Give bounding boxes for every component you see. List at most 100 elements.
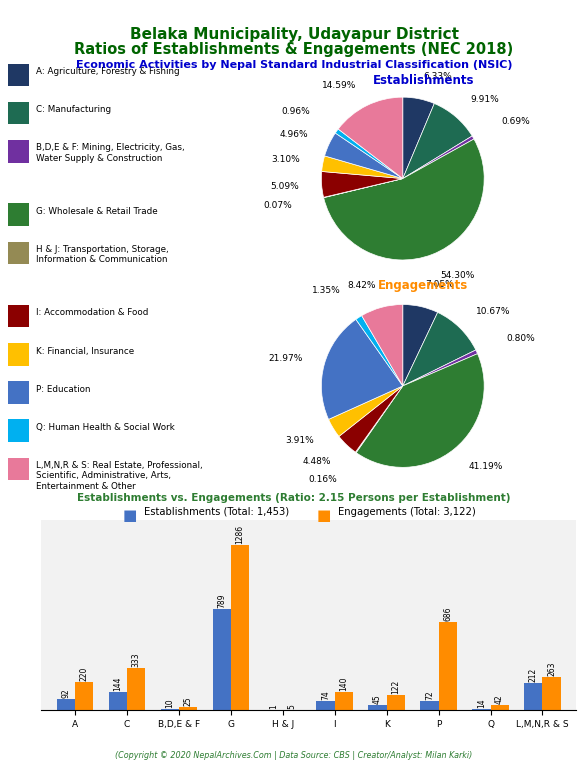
FancyBboxPatch shape — [8, 458, 29, 480]
Bar — [161, 709, 179, 710]
Wedge shape — [403, 97, 435, 178]
Text: Ratios of Establishments & Engagements (NEC 2018): Ratios of Establishments & Engagements (… — [74, 42, 514, 58]
Text: 1.35%: 1.35% — [312, 286, 341, 295]
Bar — [179, 707, 197, 710]
Text: 21.97%: 21.97% — [268, 354, 302, 363]
Wedge shape — [362, 304, 403, 386]
FancyBboxPatch shape — [8, 64, 29, 86]
Text: 1286: 1286 — [235, 525, 245, 544]
Text: 212: 212 — [529, 668, 538, 682]
Bar — [230, 545, 249, 710]
Text: 789: 789 — [217, 594, 226, 607]
Bar — [543, 677, 560, 710]
Text: 7.05%: 7.05% — [426, 280, 455, 289]
Text: 0.69%: 0.69% — [501, 117, 530, 126]
Wedge shape — [323, 139, 484, 260]
Bar — [369, 704, 387, 710]
Bar — [109, 692, 127, 710]
Text: 0.80%: 0.80% — [506, 333, 535, 343]
Text: Q: Human Health & Social Work: Q: Human Health & Social Work — [36, 423, 175, 432]
Bar — [524, 683, 543, 710]
Wedge shape — [325, 133, 403, 178]
Text: 42: 42 — [495, 694, 504, 704]
Text: 1: 1 — [269, 704, 278, 709]
Wedge shape — [356, 386, 403, 452]
Text: 0.96%: 0.96% — [282, 108, 310, 117]
Text: 4.96%: 4.96% — [280, 130, 309, 139]
Bar — [127, 667, 145, 710]
Text: Economic Activities by Nepal Standard Industrial Classification (NSIC): Economic Activities by Nepal Standard In… — [76, 60, 512, 70]
Text: 0.16%: 0.16% — [308, 475, 337, 484]
Text: 72: 72 — [425, 690, 434, 700]
FancyBboxPatch shape — [8, 343, 29, 366]
Bar — [490, 705, 509, 710]
Wedge shape — [323, 178, 403, 197]
Text: ■: ■ — [316, 508, 330, 524]
Text: 14: 14 — [477, 698, 486, 707]
Text: 6.33%: 6.33% — [423, 72, 452, 81]
Text: 140: 140 — [339, 677, 348, 691]
FancyBboxPatch shape — [8, 102, 29, 124]
Text: 686: 686 — [443, 607, 452, 621]
Wedge shape — [356, 354, 484, 467]
Wedge shape — [338, 97, 403, 178]
Text: Engagements (Total: 3,122): Engagements (Total: 3,122) — [338, 507, 476, 517]
Text: 333: 333 — [132, 652, 141, 667]
Text: Establishments (Total: 1,453): Establishments (Total: 1,453) — [144, 507, 289, 517]
FancyBboxPatch shape — [8, 140, 29, 163]
Text: 4.48%: 4.48% — [302, 457, 331, 466]
Text: G: Wholesale & Retail Trade: G: Wholesale & Retail Trade — [36, 207, 158, 216]
Bar — [420, 701, 439, 710]
Wedge shape — [403, 304, 437, 386]
Text: 3.91%: 3.91% — [285, 435, 314, 445]
Text: 9.91%: 9.91% — [470, 95, 499, 104]
Wedge shape — [403, 104, 472, 178]
FancyBboxPatch shape — [8, 204, 29, 226]
Text: I: Accommodation & Food: I: Accommodation & Food — [36, 308, 148, 317]
Text: 263: 263 — [547, 661, 556, 676]
Text: L,M,N,R & S: Real Estate, Professional,
Scientific, Administrative, Arts,
Entert: L,M,N,R & S: Real Estate, Professional, … — [36, 461, 202, 491]
Bar — [316, 701, 335, 710]
Text: Establishments: Establishments — [373, 74, 474, 88]
Bar — [387, 695, 405, 710]
Text: 5.09%: 5.09% — [270, 181, 299, 190]
FancyBboxPatch shape — [8, 305, 29, 327]
Text: Engagements: Engagements — [378, 279, 469, 292]
Text: 92: 92 — [61, 688, 71, 697]
Bar — [472, 709, 490, 710]
Text: C: Manufacturing: C: Manufacturing — [36, 105, 111, 114]
FancyBboxPatch shape — [8, 241, 29, 264]
Wedge shape — [403, 350, 477, 386]
Text: 41.19%: 41.19% — [469, 462, 503, 472]
Text: 0.07%: 0.07% — [263, 200, 292, 210]
Wedge shape — [403, 136, 474, 178]
Wedge shape — [322, 156, 403, 178]
Wedge shape — [335, 129, 403, 178]
FancyBboxPatch shape — [8, 419, 29, 442]
Text: 122: 122 — [391, 680, 400, 694]
Text: (Copyright © 2020 NepalArchives.Com | Data Source: CBS | Creator/Analyst: Milan : (Copyright © 2020 NepalArchives.Com | Da… — [115, 751, 473, 760]
Text: 5: 5 — [288, 703, 296, 709]
Text: 10: 10 — [165, 698, 174, 708]
FancyBboxPatch shape — [8, 381, 29, 404]
Wedge shape — [329, 386, 403, 436]
Text: 8.42%: 8.42% — [347, 281, 376, 290]
Text: 3.10%: 3.10% — [272, 155, 300, 164]
Wedge shape — [356, 316, 403, 386]
Text: Belaka Municipality, Udayapur District: Belaka Municipality, Udayapur District — [129, 27, 459, 42]
Text: 144: 144 — [113, 677, 122, 691]
Text: 10.67%: 10.67% — [476, 307, 510, 316]
Wedge shape — [322, 319, 403, 419]
Wedge shape — [403, 313, 476, 386]
Bar — [213, 609, 230, 710]
Text: Establishments vs. Engagements (Ratio: 2.15 Persons per Establishment): Establishments vs. Engagements (Ratio: 2… — [77, 493, 511, 503]
Wedge shape — [322, 171, 403, 197]
Text: H & J: Transportation, Storage,
Information & Communication: H & J: Transportation, Storage, Informat… — [36, 245, 168, 264]
Text: P: Education: P: Education — [36, 385, 90, 394]
Bar — [57, 699, 75, 710]
Text: 54.30%: 54.30% — [440, 271, 475, 280]
Text: B,D,E & F: Mining, Electricity, Gas,
Water Supply & Construction: B,D,E & F: Mining, Electricity, Gas, Wat… — [36, 144, 184, 163]
Text: 25: 25 — [183, 697, 192, 706]
Bar — [75, 682, 93, 710]
Text: A: Agriculture, Forestry & Fishing: A: Agriculture, Forestry & Fishing — [36, 67, 179, 76]
